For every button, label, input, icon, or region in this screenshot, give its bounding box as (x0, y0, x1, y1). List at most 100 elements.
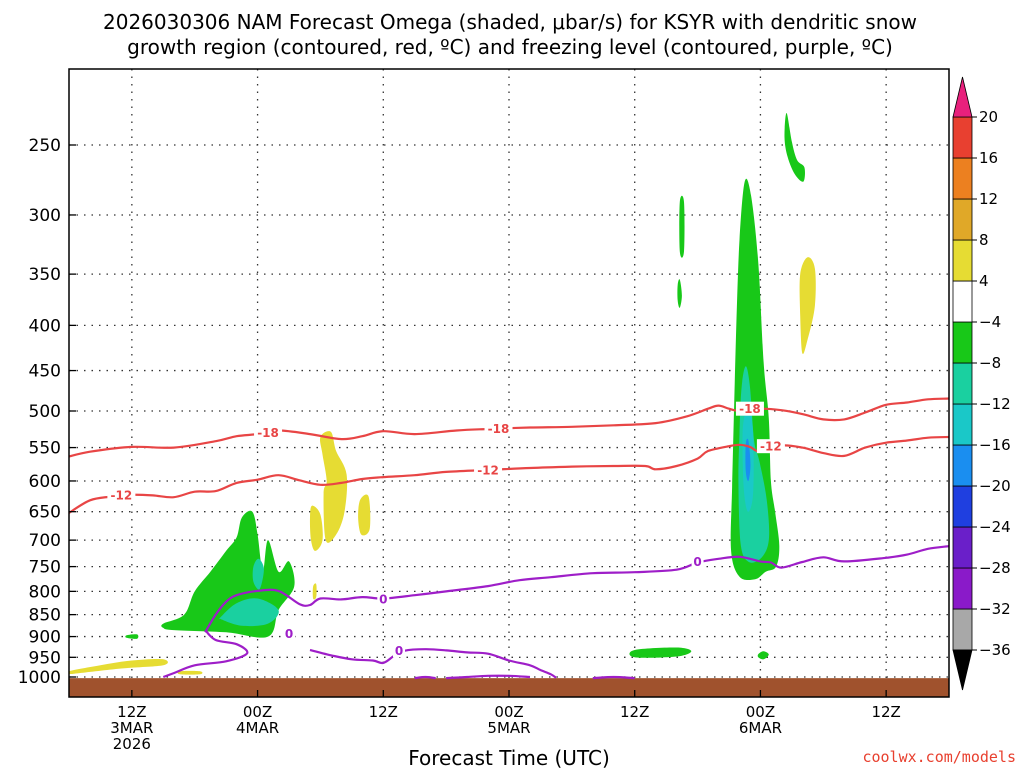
freezing-contour-line (162, 629, 249, 679)
y-tick-label: 450 (29, 362, 61, 382)
x-tick-label: 00Z (494, 703, 523, 721)
colorbar-swatch (952, 198, 973, 241)
colorbar-low-extend (952, 649, 973, 691)
y-tick-label: 850 (29, 606, 61, 626)
contour-label-background (377, 591, 390, 606)
x-tick-label: 12Z (117, 703, 146, 721)
colorbar-tick-label: 8 (979, 231, 989, 249)
contour-label-background (283, 626, 295, 641)
omega-region (309, 505, 323, 551)
colorbar-swatch (952, 444, 973, 487)
x-tick-label: 3MAR (110, 719, 153, 737)
x-tick-label: 00Z (746, 703, 775, 721)
contour-label-background (393, 643, 405, 658)
freezing-contour-line (446, 674, 531, 680)
x-tick-label: 12Z (620, 703, 649, 721)
y-tick-label: 550 (29, 439, 61, 459)
x-tick-label: 12Z (369, 703, 398, 721)
colorbar-swatch (952, 567, 973, 610)
contour-label-background (735, 401, 764, 416)
contour-label: 0 (395, 644, 403, 658)
colorbar-swatch (952, 362, 973, 405)
omega-region (358, 494, 371, 536)
colorbar-tick-label: −24 (979, 518, 1011, 536)
colorbar-swatch (952, 280, 973, 323)
omega-region (679, 195, 685, 258)
omega-region (799, 257, 816, 355)
contour-label: -18 (488, 422, 510, 436)
colorbar-high-extend (952, 76, 973, 118)
contour-label: 0 (285, 627, 293, 641)
freezing-contour-line (592, 675, 635, 680)
omega-region (252, 558, 264, 590)
freezing-contour-line (414, 675, 436, 680)
omega-region (218, 598, 279, 627)
omega-region (69, 659, 168, 675)
x-tick-label: 2026 (113, 735, 151, 753)
contour-label-background (484, 421, 513, 436)
freezing-contour-line (204, 545, 949, 633)
y-tick-label: 500 (29, 402, 61, 422)
y-tick-label: 700 (29, 531, 61, 551)
y-tick-label: 250 (29, 136, 61, 156)
y-tick-label: 400 (29, 316, 61, 336)
colorbar-swatch (952, 116, 973, 159)
dendritic-contour-line (69, 397, 949, 458)
x-tick-label: 00Z (243, 703, 272, 721)
colorbar-tick-label: −12 (979, 395, 1011, 413)
colorbar-swatch (952, 321, 973, 364)
contour-label: -18 (257, 426, 279, 440)
x-tick-label: 12Z (871, 703, 900, 721)
contour-label: 0 (693, 555, 701, 569)
colorbar-tick-label: 16 (979, 149, 998, 167)
colorbar-tick-label: −36 (979, 641, 1011, 659)
y-tick-label: 650 (29, 503, 61, 523)
y-tick-label: 300 (29, 206, 61, 226)
colorbar-swatch (952, 239, 973, 282)
colorbar-tick-label: −28 (979, 559, 1011, 577)
dendritic-contour-line (69, 435, 949, 514)
omega-region (757, 651, 769, 660)
contour-label-background (254, 425, 283, 440)
x-tick-label: 5MAR (487, 719, 530, 737)
omega-region (312, 583, 317, 600)
omega-shading (69, 112, 816, 675)
omega-region (177, 670, 203, 675)
contour-label-background (474, 462, 503, 477)
y-tick-label: 900 (29, 628, 61, 648)
y-tick-label: 1000 (18, 668, 61, 688)
x-axis-title: Forecast Time (UTC) (408, 746, 610, 768)
omega-region (677, 279, 682, 308)
y-tick-label: 600 (29, 472, 61, 492)
omega-region (125, 634, 139, 639)
colorbar: −36 −32 −28 −24 −20 −16 −12 −8 −4 4 8 12 16 20 (952, 76, 1011, 691)
colorbar-tick-label: −8 (979, 354, 1001, 372)
colorbar-swatch (952, 157, 973, 200)
colorbar-swatch (952, 485, 973, 528)
omega-region (629, 647, 692, 658)
contours: -18 -18 -18 -12 -12 -12 0 0 0 0 (69, 397, 949, 680)
colorbar-swatch (952, 526, 973, 569)
contour-label: -12 (760, 440, 782, 454)
credit-text: coolwx.com/models (862, 748, 1016, 766)
contour-label-background (756, 439, 785, 454)
colorbar-tick-label: 12 (979, 190, 998, 208)
y-tick-label: 350 (29, 265, 61, 285)
omega-region (319, 431, 348, 543)
x-tick-label: 6MAR (739, 719, 782, 737)
y-tick-label: 750 (29, 558, 61, 578)
ground-surface (69, 678, 949, 697)
contour-label: -18 (739, 402, 761, 416)
contour-label: -12 (477, 463, 499, 477)
colorbar-tick-label: −4 (979, 313, 1001, 331)
x-tick-label: 4MAR (236, 719, 279, 737)
chart-title-line-2: growth region (contoured, red, ºC) and f… (127, 35, 893, 59)
colorbar-tick-label: 20 (979, 108, 998, 126)
colorbar-tick-label: −20 (979, 477, 1011, 495)
contour-label: -12 (111, 488, 133, 502)
colorbar-tick-label: 4 (979, 272, 989, 290)
y-tick-label: 950 (29, 648, 61, 668)
y-tick-label: 800 (29, 582, 61, 602)
contour-label: 0 (379, 592, 387, 606)
axes: 2503003504004505005506006507007508008509… (18, 136, 901, 753)
